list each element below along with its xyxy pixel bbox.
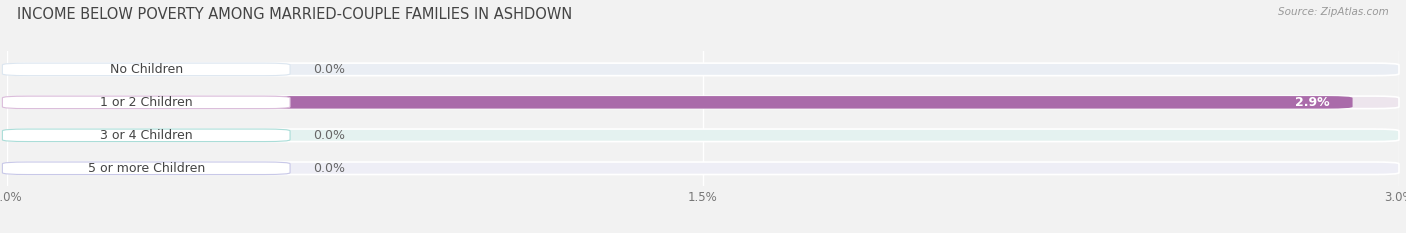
Text: Source: ZipAtlas.com: Source: ZipAtlas.com xyxy=(1278,7,1389,17)
Text: 0.0%: 0.0% xyxy=(314,63,346,76)
Text: No Children: No Children xyxy=(110,63,183,76)
Text: 5 or more Children: 5 or more Children xyxy=(87,162,205,175)
Text: 3 or 4 Children: 3 or 4 Children xyxy=(100,129,193,142)
FancyBboxPatch shape xyxy=(7,162,1399,175)
Text: 0.0%: 0.0% xyxy=(314,162,346,175)
FancyBboxPatch shape xyxy=(3,162,290,175)
FancyBboxPatch shape xyxy=(3,129,290,142)
Text: INCOME BELOW POVERTY AMONG MARRIED-COUPLE FAMILIES IN ASHDOWN: INCOME BELOW POVERTY AMONG MARRIED-COUPL… xyxy=(17,7,572,22)
Text: 1 or 2 Children: 1 or 2 Children xyxy=(100,96,193,109)
FancyBboxPatch shape xyxy=(7,129,1399,142)
FancyBboxPatch shape xyxy=(7,96,1399,109)
Text: 0.0%: 0.0% xyxy=(314,129,346,142)
FancyBboxPatch shape xyxy=(3,96,290,109)
FancyBboxPatch shape xyxy=(7,63,1399,76)
Text: 2.9%: 2.9% xyxy=(1295,96,1330,109)
FancyBboxPatch shape xyxy=(3,63,290,76)
FancyBboxPatch shape xyxy=(7,96,1353,109)
